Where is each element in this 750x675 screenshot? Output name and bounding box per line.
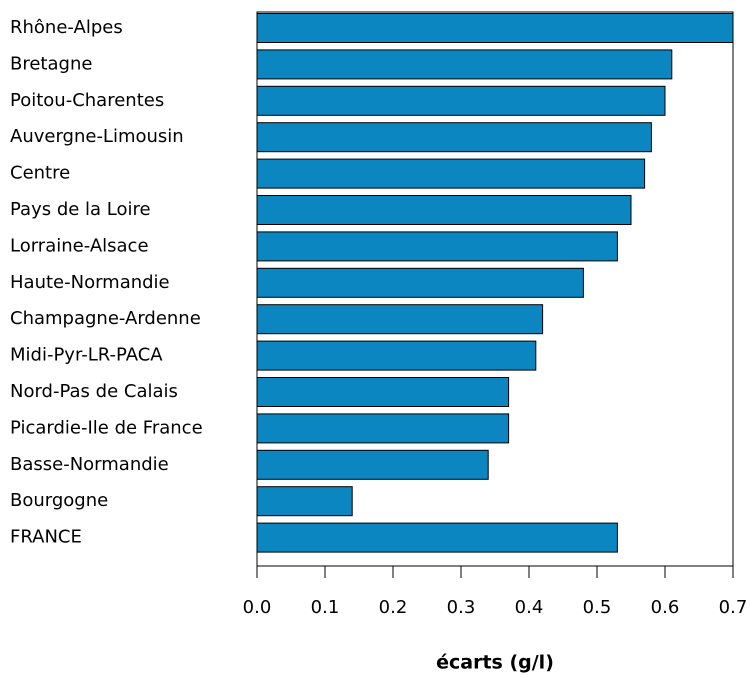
y-tick-label: Pays de la Loire bbox=[10, 199, 151, 220]
bar bbox=[256, 413, 510, 444]
bar bbox=[256, 122, 652, 153]
bar bbox=[256, 49, 673, 80]
y-tick-label: Champagne-Ardenne bbox=[10, 308, 201, 329]
y-tick-label: Basse-Normandie bbox=[10, 454, 169, 475]
x-tick-label: 0.7 bbox=[719, 597, 748, 618]
bar bbox=[256, 158, 646, 189]
x-tick-label: 0.4 bbox=[515, 597, 544, 618]
y-tick-label: Bretagne bbox=[10, 53, 92, 74]
y-tick-label: Nord-Pas de Calais bbox=[10, 381, 178, 402]
bar bbox=[256, 377, 510, 407]
y-tick-label: Midi-Pyr-LR-PACA bbox=[10, 345, 163, 366]
bar bbox=[256, 231, 618, 262]
bar bbox=[256, 340, 537, 371]
y-tick-label: Picardie-Ile de France bbox=[10, 417, 203, 438]
y-tick-label: Centre bbox=[10, 163, 70, 184]
y-tick-label: Poitou-Charentes bbox=[10, 90, 164, 111]
bar bbox=[256, 267, 584, 298]
y-tick-label: FRANCE bbox=[10, 527, 82, 548]
bar bbox=[256, 195, 632, 225]
x-axis-title: écarts (g/l) bbox=[436, 652, 554, 674]
bar bbox=[256, 304, 544, 335]
bar bbox=[256, 85, 666, 116]
x-tick-label: 0.2 bbox=[379, 597, 408, 618]
y-tick-label: Bourgogne bbox=[10, 490, 108, 511]
y-tick-label: Lorraine-Alsace bbox=[10, 235, 149, 256]
y-tick-label: Rhône-Alpes bbox=[10, 17, 123, 38]
bar bbox=[256, 486, 353, 517]
bar bbox=[256, 13, 734, 43]
x-tick-label: 0.1 bbox=[311, 597, 340, 618]
y-tick-label: Haute-Normandie bbox=[10, 272, 170, 293]
x-tick-label: 0.5 bbox=[583, 597, 612, 618]
x-tick-label: 0.0 bbox=[243, 597, 272, 618]
bar bbox=[256, 449, 489, 480]
y-tick-label: Auvergne-Limousin bbox=[10, 126, 184, 147]
x-tick-label: 0.3 bbox=[447, 597, 476, 618]
x-tick-label: 0.6 bbox=[651, 597, 680, 618]
bar bbox=[256, 522, 618, 553]
